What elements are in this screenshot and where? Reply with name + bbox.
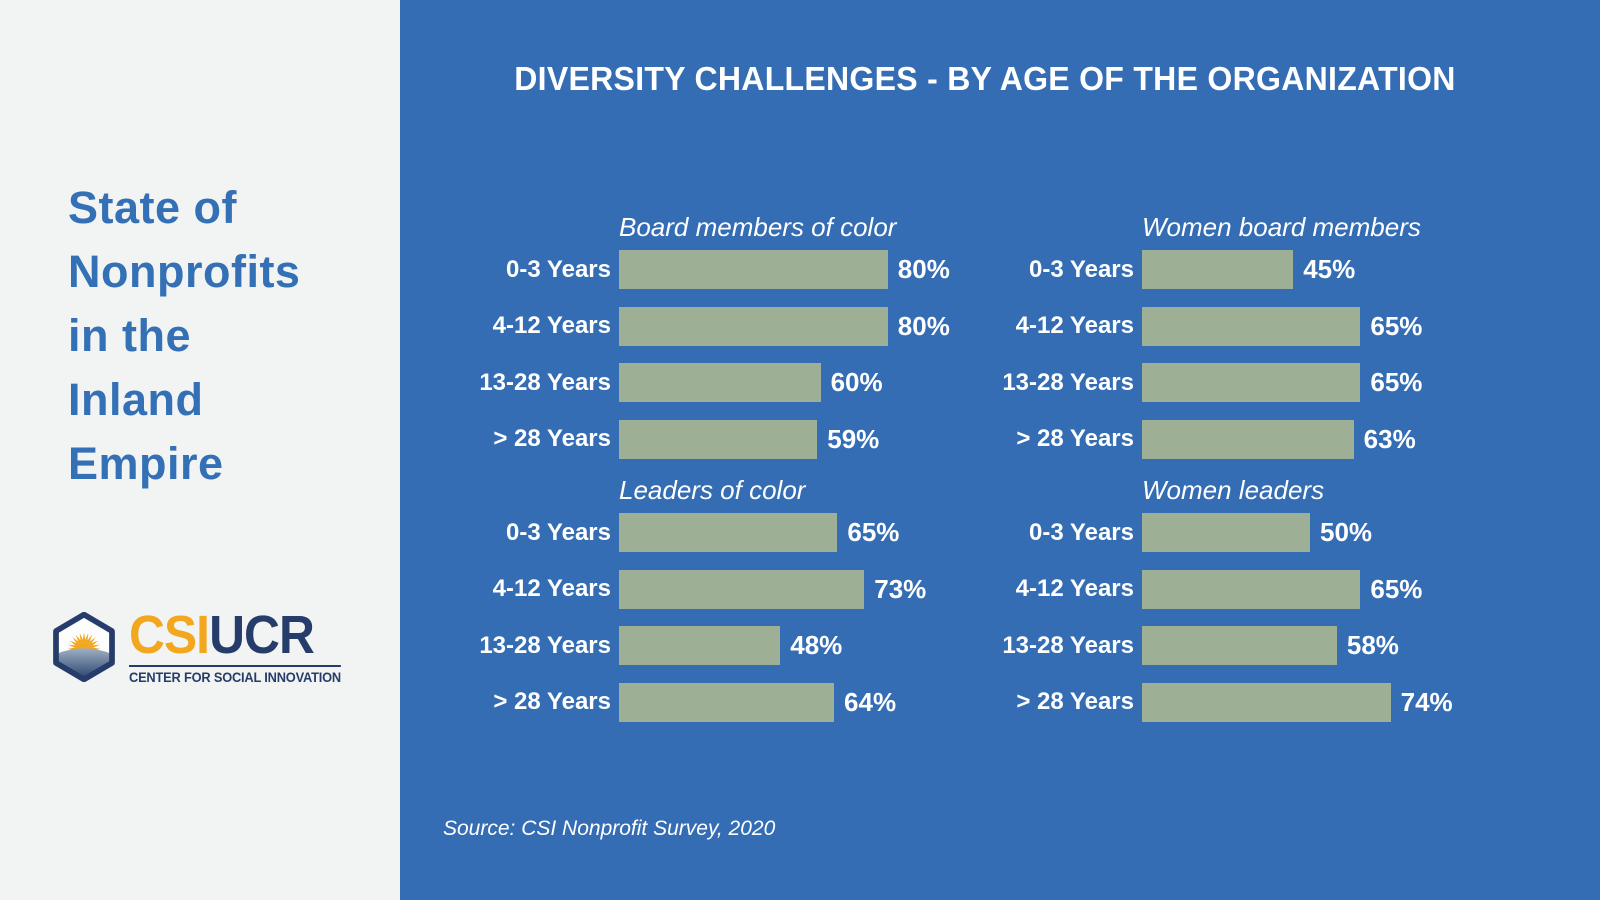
bar (619, 419, 818, 459)
chart-row: > 28 Years 63% (984, 419, 1422, 459)
value-label: 73% (874, 573, 927, 604)
value-label: 65% (847, 517, 900, 547)
chart-rows: 0-3 Years 45% 4-12 Years 65% 13-28 Years 65% >… (984, 250, 1422, 459)
hexagon-sunrise-icon (53, 611, 115, 682)
logo-wordmark: CSIUCR (129, 608, 334, 662)
category-label: 0-3 Years (506, 518, 611, 546)
value-label: 48% (790, 630, 843, 660)
logo-text: CSIUCR CENTER FOR SOCIAL INNOVATION (129, 608, 352, 685)
chart-row: 0-3 Years 80% (461, 250, 950, 289)
chart-row: 4-12 Years 65% (984, 569, 1453, 609)
chart-row: 13-28 Years 60% (461, 363, 950, 402)
value-label: 63% (1363, 423, 1416, 454)
bar (1142, 306, 1361, 346)
chart-title: Leaders of color (619, 475, 806, 505)
chart-row: 4-12 Years 73% (461, 569, 927, 609)
chart-rows: 0-3 Years 80% 4-12 Years 80% 13-28 Years 60% >… (461, 250, 950, 459)
chart-row: > 28 Years 59% (461, 419, 950, 459)
chart-row: 0-3 Years 50% (984, 513, 1453, 552)
value-label: 80% (897, 310, 950, 341)
category-label: > 28 Years (1016, 425, 1134, 452)
category-label: 4-12 Years (492, 312, 611, 339)
chart-heading: DIVERSITY CHALLENGES - BY AGE OF THE ORG… (514, 60, 1456, 97)
category-label: 13-28 Years (1002, 368, 1134, 396)
chart-row: 0-3 Years 65% (461, 513, 926, 552)
value-label: 80% (897, 254, 950, 284)
sidebar: State of Nonprofits in the Inland Empire (0, 0, 400, 900)
value-label: 45% (1303, 254, 1356, 284)
source-note: Source: CSI Nonprofit Survey, 2020 (443, 817, 776, 840)
bar (1142, 363, 1361, 402)
bar (1142, 682, 1391, 722)
chart-title: Women leaders (1142, 475, 1325, 505)
category-label: > 28 Years (1016, 688, 1134, 715)
category-label: 0-3 Years (1029, 518, 1134, 546)
chart-leaders-of-color: Leaders of color 0-3 Years 65% 4-12 Years 7… (461, 475, 926, 739)
value-label: 74% (1400, 686, 1453, 717)
category-label: 13-28 Years (479, 368, 611, 396)
category-label: 13-28 Years (1002, 631, 1134, 659)
bar (619, 626, 781, 665)
category-label: > 28 Years (493, 425, 611, 452)
chart-row: 13-28 Years 65% (984, 363, 1422, 402)
bar (1142, 626, 1337, 665)
chart-women-board-members: Women board members 0-3 Years 45% 4-12 Yea… (984, 212, 1422, 476)
chart-rows: 0-3 Years 65% 4-12 Years 73% 13-28 Years 48% >… (461, 513, 926, 722)
bar (619, 682, 835, 722)
bar (619, 306, 888, 346)
category-label: > 28 Years (493, 688, 611, 715)
bar (619, 513, 838, 552)
value-label: 65% (1370, 573, 1423, 604)
chart-row: 4-12 Years 65% (984, 306, 1423, 346)
bar (619, 363, 821, 402)
value-label: 58% (1346, 630, 1399, 660)
category-label: 13-28 Years (479, 631, 611, 659)
bar (1142, 250, 1294, 289)
report-title: State of Nonprofits in the Inland Empire (68, 182, 301, 489)
value-label: 50% (1320, 517, 1373, 547)
chart-row: 4-12 Years 80% (461, 306, 950, 346)
category-label: 4-12 Years (492, 575, 611, 602)
value-label: 65% (1370, 367, 1423, 397)
bar (619, 569, 865, 609)
bar (1142, 419, 1354, 459)
category-label: 0-3 Years (1029, 255, 1134, 283)
category-label: 4-12 Years (1015, 312, 1134, 339)
chart-row: 13-28 Years 48% (461, 626, 926, 665)
value-label: 64% (844, 686, 897, 717)
sun-rays (67, 631, 101, 650)
value-label: 59% (827, 423, 880, 454)
bar (1142, 513, 1310, 552)
bar (1142, 569, 1361, 609)
chart-title: Board members of color (619, 212, 897, 242)
chart-row: 0-3 Years 45% (984, 250, 1422, 289)
bar (619, 250, 888, 289)
value-label: 65% (1370, 310, 1423, 341)
category-label: 4-12 Years (1015, 575, 1134, 602)
chart-row: > 28 Years 74% (984, 682, 1453, 722)
chart-rows: 0-3 Years 50% 4-12 Years 65% 13-28 Years 58% >… (984, 513, 1453, 722)
logo-csi: CSI (129, 605, 210, 665)
chart-title: Women board members (1142, 212, 1421, 242)
chart-row: 13-28 Years 58% (984, 626, 1453, 665)
logo-tagline: CENTER FOR SOCIAL INNOVATION (129, 665, 341, 685)
csi-ucr-logo: CSIUCR CENTER FOR SOCIAL INNOVATION (52, 608, 352, 685)
chart-women-leaders: Women leaders 0-3 Years 50% 4-12 Years 65% 1… (984, 475, 1453, 739)
value-label: 60% (830, 367, 883, 397)
logo-ucr: UCR (209, 605, 315, 665)
chart-panel: DIVERSITY CHALLENGES - BY AGE OF THE ORG… (400, 0, 1600, 900)
chart-board-members-of-color: Board members of color 0-3 Years 80% 4-12 … (461, 212, 950, 476)
chart-row: > 28 Years 64% (461, 682, 926, 722)
category-label: 0-3 Years (506, 255, 611, 283)
